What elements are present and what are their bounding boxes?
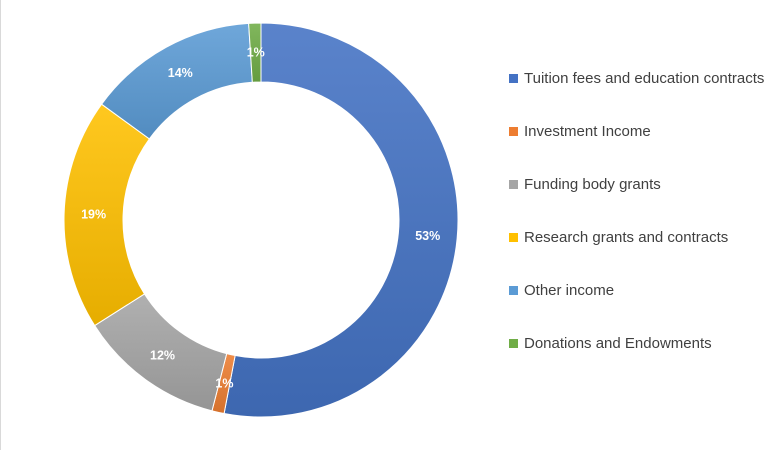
slice-label-research-grants-and-contracts: 19% [81, 208, 106, 222]
legend-label: Donations and Endowments [524, 335, 712, 352]
legend-swatch [509, 233, 518, 242]
legend-swatch [509, 74, 518, 83]
legend-item-investment-income: Investment Income [509, 121, 771, 143]
legend-swatch [509, 339, 518, 348]
slice-label-tuition-fees-and-education-contracts: 53% [415, 229, 440, 243]
legend-item-funding-body-grants: Funding body grants [509, 174, 771, 196]
legend-swatch [509, 286, 518, 295]
legend-item-research-grants-and-contracts: Research grants and contracts [509, 227, 771, 249]
slice-donations-and-endowments [248, 22, 262, 83]
legend-label: Investment Income [524, 123, 651, 140]
legend-label: Other income [524, 282, 615, 299]
slice-label-donations-and-endowments: 1% [247, 46, 265, 60]
slice-label-other-income: 14% [168, 66, 193, 80]
slice-label-investment-income: 1% [215, 376, 233, 390]
slice-research-grants-and-contracts [63, 103, 151, 327]
legend-label: Research grants and contracts [524, 229, 729, 246]
slice-label-funding-body-grants: 12% [150, 349, 175, 363]
legend-item-donations-and-endowments: Donations and Endowments [509, 333, 771, 355]
slice-tuition-fees-and-education-contracts [223, 22, 459, 418]
legend-swatch [509, 180, 518, 189]
legend-swatch [509, 127, 518, 136]
legend-item-tuition-fees-and-education-contracts: Tuition fees and education contracts [509, 68, 771, 90]
legend-item-other-income: Other income [509, 280, 771, 302]
legend-label: Tuition fees and education contracts [524, 70, 765, 87]
legend-label: Funding body grants [524, 176, 661, 193]
donut-slices [63, 22, 459, 418]
slice-labels: 53% 1% 12% 19% 14% 1% [81, 46, 440, 391]
